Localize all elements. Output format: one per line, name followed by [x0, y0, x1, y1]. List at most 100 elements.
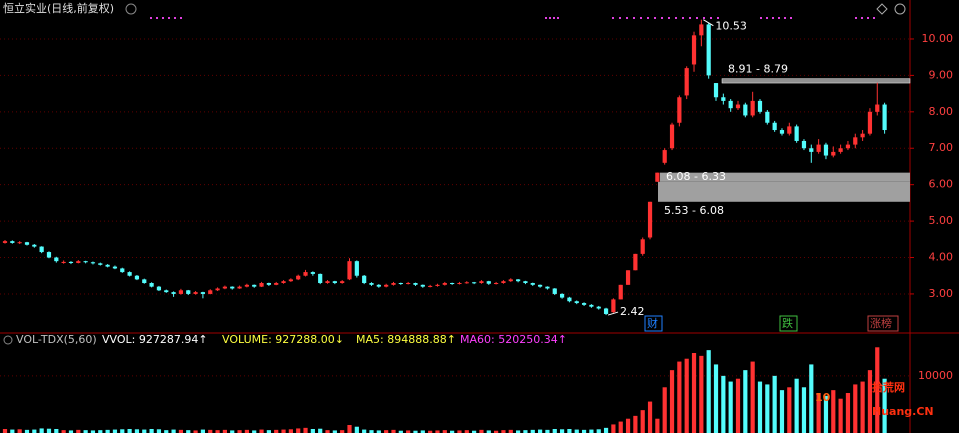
tag-box [867, 315, 899, 332]
menu-icon[interactable] [894, 3, 906, 15]
menu-icon[interactable] [125, 3, 137, 15]
candle-body [831, 151, 836, 156]
candle-body [164, 290, 169, 293]
candle-body [845, 144, 851, 149]
volume-bar [486, 430, 491, 433]
candle-body [274, 283, 279, 285]
candle-body [120, 268, 125, 273]
volume-bar [68, 430, 74, 433]
candle-body [259, 283, 264, 287]
volume-bar [193, 430, 198, 433]
marker-dot [682, 17, 684, 19]
volume-bar [112, 429, 118, 433]
volume-bar [296, 428, 301, 433]
volume-bar [552, 429, 557, 433]
y-tick-label: 7.00 [929, 141, 954, 154]
diamond-icon[interactable] [876, 3, 888, 15]
volume-bar [32, 429, 37, 433]
volume-bar [464, 430, 469, 433]
candle-body [523, 281, 528, 284]
candle-body [391, 283, 396, 285]
marker-dot [647, 17, 649, 19]
candle-body [46, 252, 52, 258]
marker-dot [640, 17, 642, 19]
tag-box [779, 315, 798, 332]
volume-bar [362, 429, 367, 433]
volume-bar [90, 430, 96, 433]
candle-body [530, 283, 535, 285]
marker-dot [619, 17, 621, 19]
candle-body [750, 100, 755, 116]
candle-body [252, 284, 257, 287]
volume-bar [244, 429, 249, 433]
volume-bar [545, 429, 550, 433]
marker-dot [855, 17, 857, 19]
candle-body [706, 24, 711, 76]
candle-body [186, 290, 191, 294]
candle-body [68, 261, 74, 263]
volume-bar [186, 430, 191, 433]
volume-bar [845, 393, 851, 433]
volume-bar [772, 375, 777, 433]
volume-bar [413, 430, 418, 433]
volume-bar [17, 429, 22, 433]
y-tick-label: 5.00 [929, 214, 954, 227]
candle-body [853, 137, 858, 145]
volume-bar [237, 430, 242, 433]
volume-bar [559, 429, 565, 433]
volume-bar [516, 430, 521, 433]
marker-dot [710, 17, 712, 19]
marker-dot [156, 17, 158, 19]
volume-bar [398, 430, 403, 433]
volume-bar [310, 429, 315, 433]
candle-body [735, 104, 741, 109]
watermark-number: 10 [815, 391, 831, 404]
candle-body [39, 246, 44, 253]
candle-body [428, 285, 433, 287]
candle-body [332, 281, 337, 284]
volume-bar [721, 375, 726, 433]
marker-dot [675, 17, 677, 19]
volume-bar [303, 427, 308, 433]
candle-body [699, 24, 704, 36]
volume-bar [633, 415, 638, 433]
volume-bar [706, 350, 711, 433]
volume-bar [603, 427, 609, 433]
zone-label: 8.91 - 8.79 [728, 63, 788, 76]
candle-body [537, 284, 543, 287]
candle-body [728, 100, 733, 109]
volume-bar [120, 429, 125, 433]
marker-dot [784, 17, 786, 19]
volume-bar [369, 430, 374, 433]
min-label: 2.42 [620, 305, 645, 318]
candle-body [413, 283, 418, 285]
candle-body [325, 281, 330, 284]
candle-body [90, 262, 96, 264]
volume-bar [801, 387, 807, 433]
volume-bar [149, 429, 154, 433]
indicator-label: VOLUME: 927288.00↓ [222, 333, 344, 346]
volume-bar [105, 429, 110, 433]
candle-body [384, 284, 389, 287]
marker-dot [760, 17, 762, 19]
marker-dot [668, 17, 670, 19]
candle-body [61, 261, 66, 263]
menu-icon[interactable] [3, 335, 13, 345]
candle-body [208, 290, 213, 294]
candle-body [281, 281, 286, 284]
indicator-label: MA60: 520250.34↑ [460, 333, 567, 346]
volume-bar [757, 381, 763, 433]
candle-body [442, 283, 447, 285]
volume-bar [384, 430, 389, 433]
candle-body [691, 35, 697, 65]
max-label: 10.53 [715, 20, 747, 33]
candle-body [801, 140, 807, 149]
volume-bar [98, 430, 103, 433]
candle-body [149, 283, 154, 287]
volume-bar [457, 430, 462, 433]
candle-body [823, 144, 829, 156]
candle-body [508, 279, 513, 282]
volume-bar [640, 410, 645, 433]
candle-body [816, 144, 821, 152]
chart-title: 恒立实业(日线,前复权) [3, 1, 114, 15]
